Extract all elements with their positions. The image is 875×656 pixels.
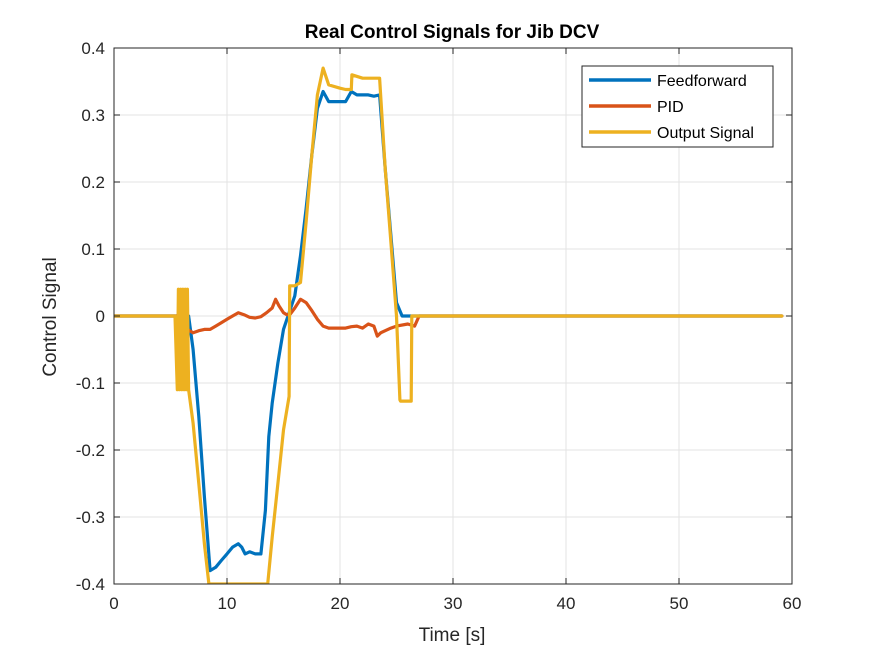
chart-title: Real Control Signals for Jib DCV <box>305 22 600 43</box>
y-tick-label: 0.3 <box>81 106 105 125</box>
legend-label-pid: PID <box>657 99 684 116</box>
x-tick-label: 60 <box>783 594 802 613</box>
x-tick-label: 10 <box>218 594 237 613</box>
feedforward-line <box>114 89 784 573</box>
series-lines <box>114 66 784 584</box>
x-axis-label: Time [s] <box>419 625 486 646</box>
legend-label-output-signal: Output Signal <box>657 125 754 142</box>
x-tick-label: 40 <box>557 594 576 613</box>
y-tick-label: -0.1 <box>76 374 105 393</box>
y-tick-label: 0.1 <box>81 240 105 259</box>
x-tick-label: 50 <box>670 594 689 613</box>
pid-line <box>114 297 784 338</box>
y-tick-label: -0.3 <box>76 508 105 527</box>
output-signal-line <box>114 66 784 584</box>
axis-ticks: 0 10 20 30 40 50 60 -0.4 -0.3 -0.2 -0.1 0 0.1 0.2 0.3 0… <box>76 39 802 613</box>
legend-label-feedforward: Feedforward <box>657 73 747 90</box>
y-tick-label: 0.4 <box>81 39 105 58</box>
legend: Feedforward PID Output Signal <box>581 65 774 148</box>
y-axis-label: Control Signal <box>40 257 61 376</box>
y-tick-label: -0.2 <box>76 441 105 460</box>
y-tick-label: 0 <box>96 307 105 326</box>
y-tick-label: 0.2 <box>81 173 105 192</box>
y-tick-label: -0.4 <box>76 575 105 594</box>
x-tick-label: 30 <box>444 594 463 613</box>
x-tick-label: 0 <box>109 594 118 613</box>
x-tick-label: 20 <box>331 594 350 613</box>
